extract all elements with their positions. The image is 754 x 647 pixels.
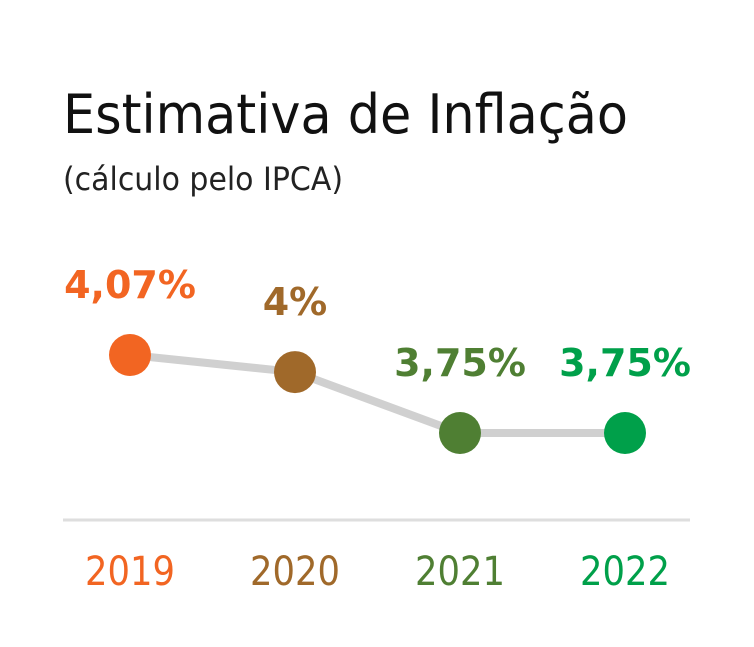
chart-subtitle: (cálculo pelo IPCA): [63, 160, 343, 198]
point: [604, 412, 646, 454]
value-label: 4%: [263, 280, 328, 324]
value-label: 4,07%: [64, 263, 196, 307]
x-tick-label: 2020: [250, 549, 340, 595]
x-tick-label: 2019: [85, 549, 175, 595]
value-label: 3,75%: [394, 341, 526, 385]
line: [129, 351, 625, 437]
point: [439, 412, 481, 454]
x-tick-label: 2021: [415, 549, 505, 595]
x-tick-label: 2022: [580, 549, 670, 595]
value-label: 3,75%: [559, 341, 691, 385]
chart-title: Estimativa de Inflação: [63, 83, 628, 146]
point: [274, 351, 316, 394]
point: [109, 334, 151, 376]
